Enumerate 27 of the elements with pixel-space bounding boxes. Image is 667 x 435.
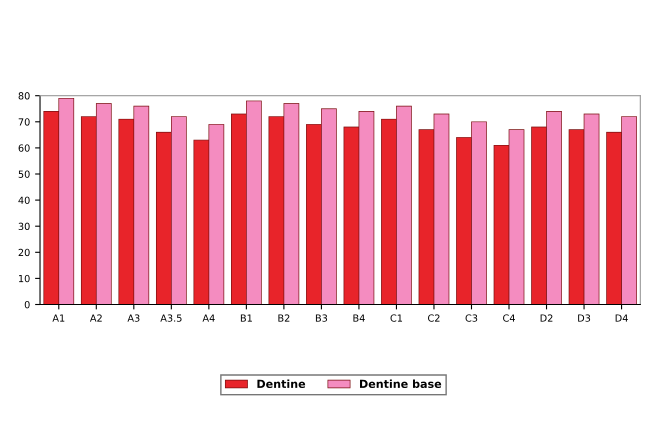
x-tick-label: C3 <box>466 314 478 322</box>
x-tick-label: A4 <box>202 314 215 322</box>
x-tick-label: D2 <box>540 314 552 322</box>
y-tick-label: 80 <box>18 92 30 100</box>
y-tick-label: 20 <box>18 248 30 256</box>
legend-label: Dentine <box>257 379 306 388</box>
x-tick-label: C4 <box>503 314 515 322</box>
x-tick-label: B1 <box>240 314 252 322</box>
x-tick-label: D3 <box>578 314 590 322</box>
x-tick-label: D4 <box>616 314 628 322</box>
y-tick-label: 30 <box>18 222 30 230</box>
x-tick-label: B4 <box>353 314 365 322</box>
legend-label: Dentine base <box>360 379 442 388</box>
y-tick-label: 40 <box>18 196 30 204</box>
x-tick-label: A3 <box>127 314 140 322</box>
y-tick-label: 70 <box>18 118 30 126</box>
x-tick-label: A2 <box>90 314 102 322</box>
x-tick-label: C2 <box>428 314 440 322</box>
x-tick-label: B3 <box>316 314 328 322</box>
y-tick-label: 50 <box>18 170 30 178</box>
x-tick-label: A1 <box>52 314 64 322</box>
y-tick-label: 10 <box>18 274 30 282</box>
x-tick-label: A3.5 <box>160 314 182 322</box>
y-tick-label: 0 <box>24 300 30 308</box>
y-tick-label: 60 <box>18 144 30 152</box>
x-tick-label: C1 <box>390 314 402 322</box>
x-tick-label: B2 <box>278 314 290 322</box>
